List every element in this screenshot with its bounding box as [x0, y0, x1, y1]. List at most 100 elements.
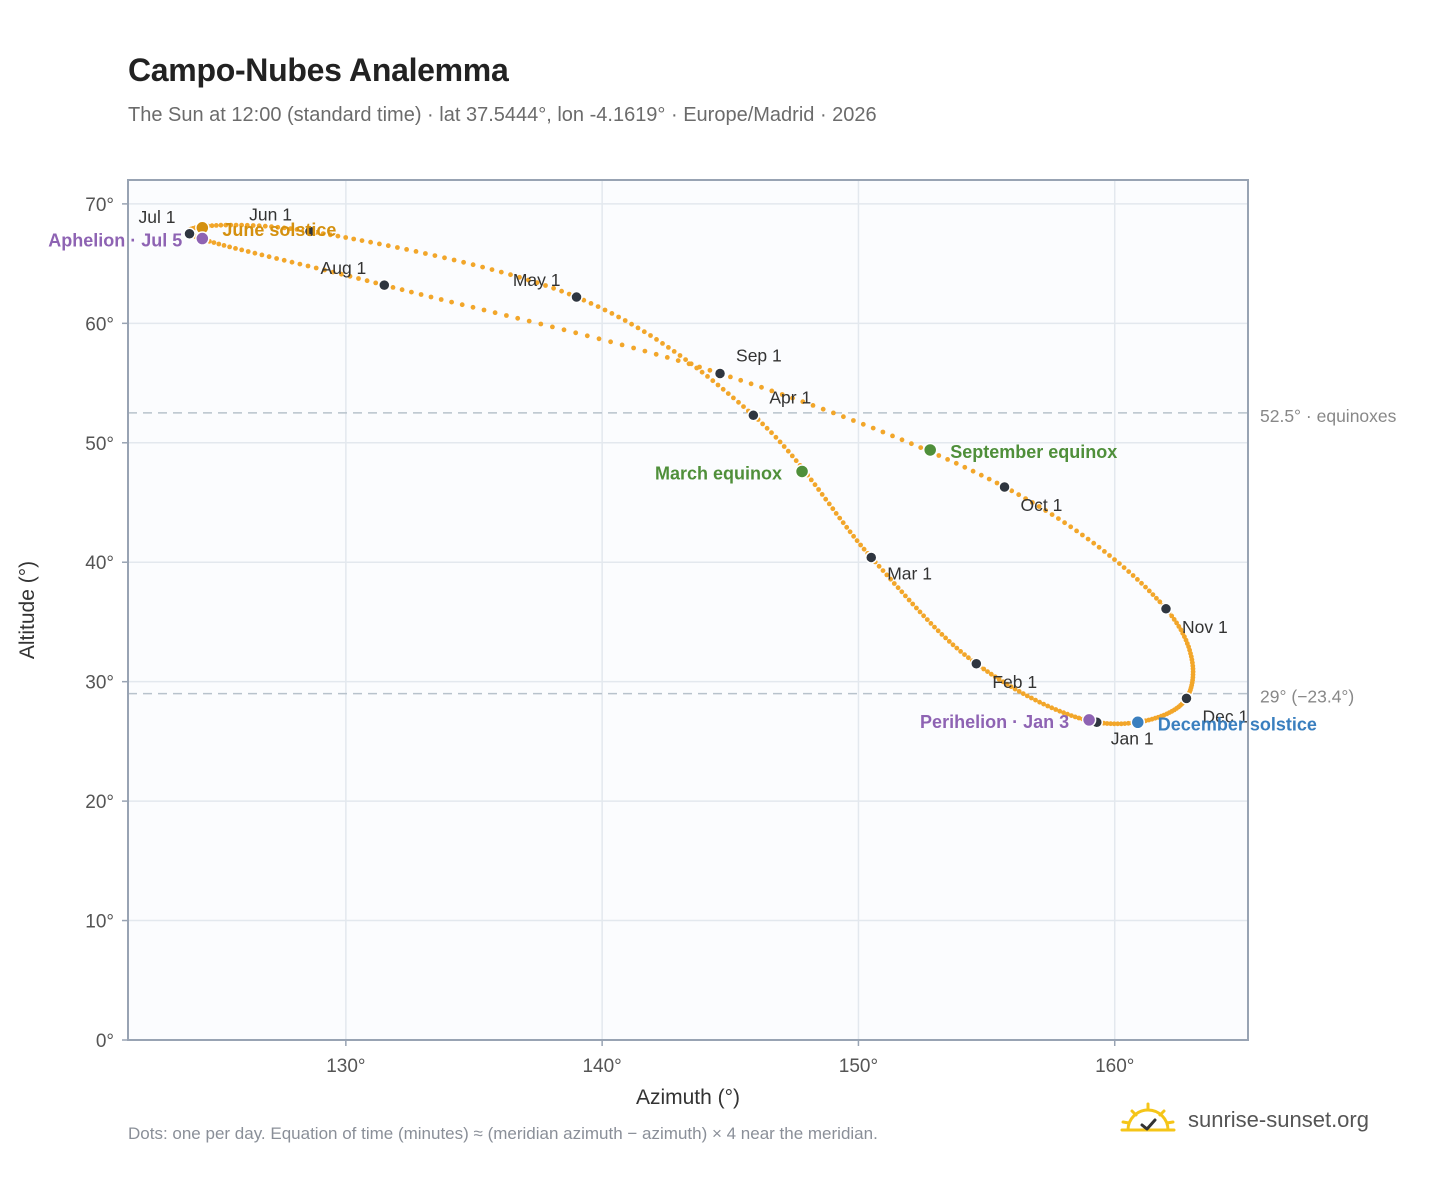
event-marker	[794, 464, 810, 479]
daily-sun-dot	[596, 336, 602, 342]
daily-sun-dot	[779, 392, 785, 397]
daily-sun-dot	[364, 278, 370, 284]
month-marker	[378, 278, 391, 292]
y-tick-label: 20°	[85, 792, 114, 813]
daily-sun-dot	[816, 487, 821, 492]
daily-sun-dot	[666, 345, 671, 350]
daily-sun-dot	[1033, 697, 1038, 703]
footnote: Dots: one per day. Equation of time (min…	[128, 1124, 878, 1143]
plot-area	[128, 180, 1248, 1040]
daily-sun-dot	[508, 272, 513, 278]
daily-sun-dot	[489, 267, 495, 272]
month-marker	[1180, 692, 1193, 705]
daily-sun-dot	[418, 292, 424, 297]
daily-sun-dot	[322, 267, 327, 273]
daily-sun-dot	[945, 457, 950, 462]
daily-sun-dot	[697, 364, 702, 370]
brand-logo[interactable]: sunrise-sunset.org	[1120, 1102, 1369, 1138]
plot-frame	[127, 179, 1249, 1041]
daily-sun-dot	[888, 576, 893, 582]
daily-sun-dot	[216, 241, 222, 247]
month-marker-label: Feb 1	[992, 672, 1037, 692]
daily-sun-dot	[1043, 508, 1048, 513]
daily-sun-dot	[608, 339, 613, 345]
daily-sun-dot	[1041, 701, 1046, 707]
daily-sun-dot	[602, 307, 608, 313]
daily-sun-dot	[759, 384, 764, 390]
daily-sun-dot	[880, 568, 886, 573]
daily-sun-dot	[609, 311, 615, 316]
daily-sun-dot	[1126, 720, 1131, 726]
daily-sun-dot	[1030, 500, 1035, 505]
daily-sun-dot	[1016, 492, 1022, 498]
daily-sun-dot	[1130, 573, 1136, 578]
month-marker-label: Jan 1	[1111, 728, 1154, 748]
daily-sun-dot	[899, 437, 905, 443]
daily-sun-dot	[641, 329, 647, 335]
daily-sun-dot	[654, 337, 659, 342]
daily-sun-dot	[1076, 715, 1082, 721]
daily-sun-dot	[793, 458, 799, 464]
daily-sun-dot	[239, 222, 245, 228]
daily-sun-dot	[635, 325, 641, 331]
daily-sun-dot	[1068, 524, 1074, 530]
daily-sun-dot	[861, 546, 867, 552]
daily-sun-dot	[233, 246, 238, 251]
daily-sun-dot	[1121, 565, 1127, 570]
event-label: June solstice	[222, 220, 336, 240]
daily-sun-dot	[946, 639, 952, 644]
daily-sun-dot	[910, 601, 916, 607]
daily-sun-dot	[820, 406, 826, 412]
daily-sun-dot	[858, 542, 863, 548]
daily-sun-dot	[985, 669, 990, 674]
daily-sun-dot	[981, 666, 987, 672]
daily-sun-dot	[395, 245, 400, 250]
daily-sun-dot	[831, 410, 836, 416]
daily-sun-dot	[517, 274, 522, 280]
daily-sun-dot	[262, 223, 268, 229]
daily-sun-dot	[914, 605, 919, 611]
daily-sun-dot	[1171, 617, 1177, 622]
daily-sun-dot	[566, 291, 572, 297]
daily-sun-dot	[209, 223, 215, 229]
event-markers: March equinox September equinox June solst…	[48, 220, 1317, 735]
month-marker	[570, 290, 583, 304]
x-tick-label: 130°	[326, 1056, 365, 1077]
daily-sun-dot	[725, 391, 731, 396]
daily-sun-dot	[515, 315, 521, 321]
daily-sun-dot	[459, 302, 465, 308]
daily-sun-dot	[581, 297, 587, 303]
event-marker	[922, 442, 938, 458]
daily-sun-dot	[808, 477, 814, 483]
daily-sun-dot	[936, 453, 942, 458]
daily-sun-dot	[1154, 595, 1159, 601]
daily-sun-dot	[870, 425, 876, 431]
month-marker-label: Jul 1	[139, 207, 176, 227]
daily-sun-dot	[256, 223, 262, 229]
x-tick-label: 150°	[839, 1056, 878, 1077]
daily-sun-dot	[841, 414, 846, 420]
daily-sun-dot	[781, 444, 787, 449]
daily-sun-dot	[738, 377, 744, 383]
daily-sun-dot	[880, 429, 886, 435]
daily-sun-dot	[1009, 488, 1015, 494]
daily-sun-dot	[760, 421, 765, 427]
daily-sun-dot	[851, 418, 856, 423]
daily-sun-dot	[890, 433, 895, 439]
daily-sun-dot	[1069, 713, 1074, 718]
y-axis-ticks: 0° 10° 20° 30° 40° 50° 60° 70°	[85, 195, 128, 1052]
daily-sun-dot	[773, 434, 779, 440]
reference-line-label: 52.5° · equinoxes	[1260, 406, 1397, 426]
daily-sun-dot	[573, 330, 579, 336]
daily-sun-dot	[245, 249, 251, 254]
daily-sun-dot	[1000, 679, 1006, 685]
daily-sun-dot	[275, 224, 281, 230]
daily-sun-dot	[826, 501, 832, 507]
daily-sun-dot	[250, 223, 256, 228]
month-marker-label: Oct 1	[1021, 495, 1063, 515]
x-tick-label: 140°	[582, 1056, 621, 1077]
event-label: Perihelion · Jan 3	[920, 712, 1069, 732]
daily-sun-dot	[648, 333, 653, 338]
month-marker-label: Nov 1	[1182, 617, 1228, 637]
event-label: September equinox	[950, 442, 1117, 462]
